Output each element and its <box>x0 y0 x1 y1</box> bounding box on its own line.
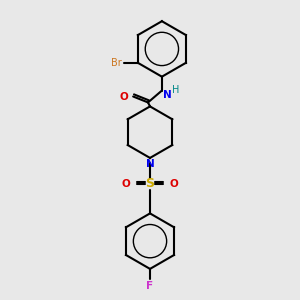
Text: O: O <box>119 92 128 101</box>
Text: S: S <box>146 177 154 190</box>
Text: N: N <box>146 159 154 169</box>
Text: F: F <box>146 281 154 291</box>
Text: Br: Br <box>111 58 122 68</box>
Text: N: N <box>163 90 172 100</box>
Text: O: O <box>122 179 130 189</box>
Text: O: O <box>170 179 178 189</box>
Text: H: H <box>172 85 179 94</box>
